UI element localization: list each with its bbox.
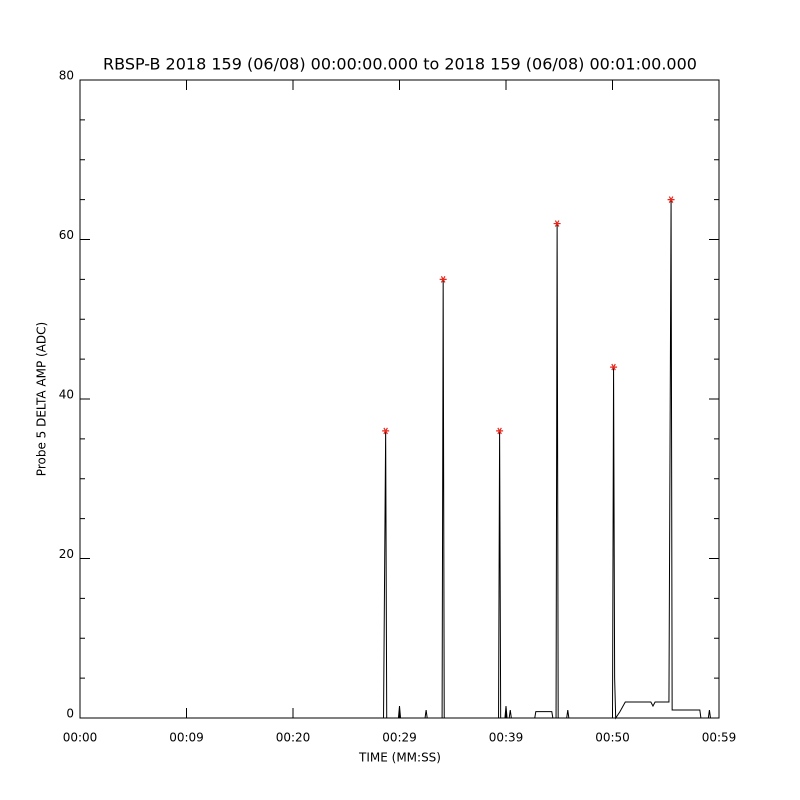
y-tick-label: 20 [59,547,74,561]
x-tick-label: 00:20 [276,731,311,745]
peak-marker [382,427,390,435]
x-tick-label: 00:29 [382,731,417,745]
peak-marker [439,276,447,283]
peak-marker [667,196,675,203]
x-tick-label: 00:39 [489,731,524,745]
x-tick-label: 00:50 [595,731,630,745]
x-tick-label: 00:09 [169,731,204,745]
x-tick-label: 00:00 [63,731,98,745]
peak-marker [496,427,504,435]
data-line [80,199,719,720]
y-axis-label: Probe 5 DELTA AMP (ADC) [35,322,49,476]
x-tick-label: 00:59 [702,731,737,745]
y-tick-label: 80 [59,69,74,83]
peak-marker [553,220,561,227]
y-tick-label: 0 [66,707,74,721]
y-tick-label: 40 [59,388,74,402]
chart-title: RBSP-B 2018 159 (06/08) 00:00:00.000 to … [103,55,697,74]
x-axis-label: TIME (MM:SS) [358,751,441,765]
y-tick-label: 60 [59,228,74,242]
peak-marker [610,363,618,371]
